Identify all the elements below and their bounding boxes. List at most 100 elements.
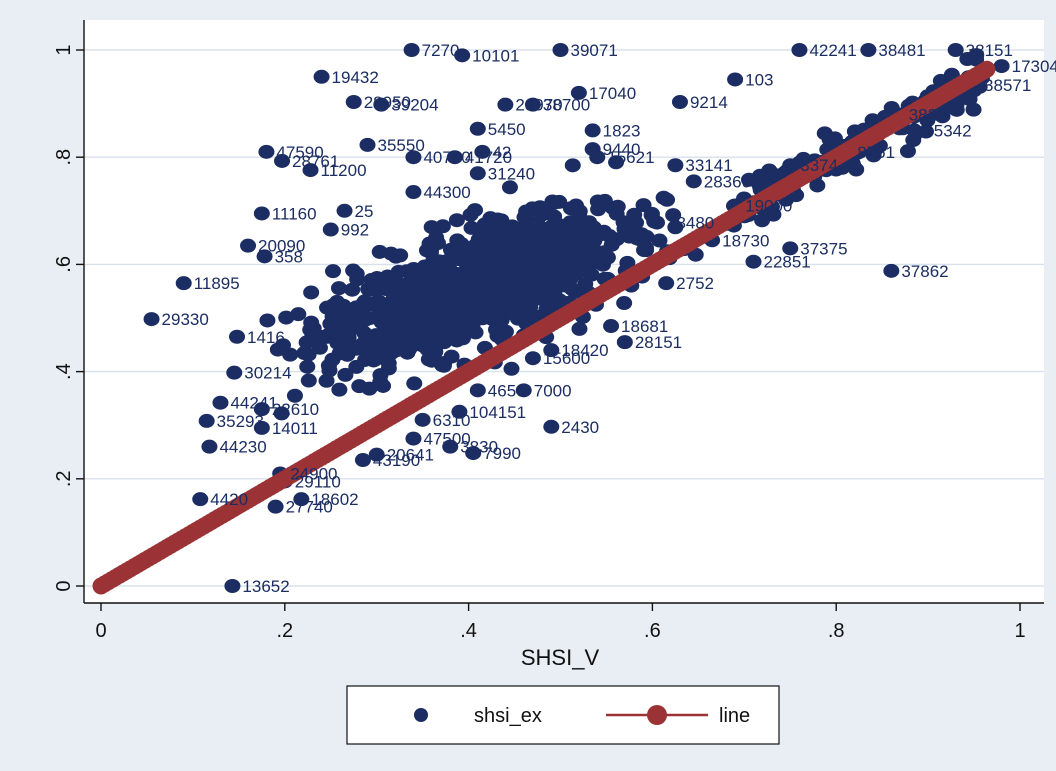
point-label: 3374 xyxy=(800,156,838,175)
scatter-point xyxy=(344,282,361,297)
scatter-point xyxy=(507,274,524,289)
point-label: 7270 xyxy=(422,41,460,60)
scatter-point xyxy=(571,204,588,219)
scatter-point xyxy=(563,281,580,296)
scatter-point xyxy=(968,52,985,67)
scatter-point xyxy=(727,72,744,87)
point-label: 47590 xyxy=(276,143,323,162)
scatter-point xyxy=(212,395,229,410)
scatter-point xyxy=(570,85,587,100)
scatter-point xyxy=(423,243,440,258)
point-label: 3820 xyxy=(909,105,947,124)
point-label: 4420 xyxy=(210,490,248,509)
point-label: 43190 xyxy=(373,451,420,470)
point-label: 14011 xyxy=(272,419,318,438)
scatter-point xyxy=(322,222,339,237)
point-label: 18681 xyxy=(621,317,668,336)
scatter-point xyxy=(443,349,460,364)
scatter-point xyxy=(428,230,445,245)
scatter-point xyxy=(515,383,532,398)
scatter-point xyxy=(224,579,241,593)
scatter-point xyxy=(745,254,762,269)
scatter-point xyxy=(947,43,964,57)
scatter-point xyxy=(366,282,383,297)
point-label: 38700 xyxy=(543,96,590,115)
point-label: 30214 xyxy=(244,364,291,383)
scatter-point xyxy=(434,219,451,234)
scatter-point xyxy=(551,218,568,233)
scatter-point xyxy=(535,278,552,293)
scatter-point xyxy=(816,126,833,141)
scatter-point xyxy=(299,359,316,374)
scatter-point xyxy=(448,213,465,228)
point-label: 19432 xyxy=(332,68,379,87)
point-label: 24900 xyxy=(290,464,337,483)
scatter-point xyxy=(405,431,422,446)
point-label: 992 xyxy=(341,221,369,240)
scatter-point xyxy=(671,94,688,109)
scatter-point xyxy=(359,137,376,152)
point-label: 40760 xyxy=(423,148,470,167)
axes xyxy=(83,20,1044,604)
scatter-point xyxy=(453,274,470,289)
point-label: 23970 xyxy=(515,96,562,115)
scatter-point xyxy=(278,310,295,325)
scatter-point xyxy=(253,206,270,221)
scatter-point xyxy=(628,231,645,246)
scatter-point xyxy=(533,292,550,307)
scatter-point xyxy=(522,299,539,314)
point-label: 15621 xyxy=(607,148,654,167)
scatter-point xyxy=(436,271,453,286)
scatter-point xyxy=(448,333,465,348)
point-label: 44230 xyxy=(219,438,266,457)
scatter-point xyxy=(431,290,448,305)
scatter-point xyxy=(492,259,509,274)
point-label: 29330 xyxy=(162,310,209,329)
point-label: 9440 xyxy=(603,140,641,159)
scatter-point xyxy=(883,263,900,278)
ticks: 0 .2 .4 .6 .8 1 0 .2 .4 .6 .8 1 xyxy=(53,44,1026,642)
point-label: 11160 xyxy=(272,204,317,223)
tick-label-x: 0 xyxy=(95,620,106,642)
scatter-point xyxy=(501,180,518,195)
scatter-point xyxy=(948,102,965,117)
point-label: 28151 xyxy=(635,333,682,352)
scatter-point xyxy=(965,102,982,117)
scatter-point xyxy=(543,419,560,434)
legend-box xyxy=(346,685,780,745)
tick-label-x: .8 xyxy=(828,620,845,642)
scatter-point xyxy=(626,207,643,222)
scatter-point xyxy=(473,237,490,252)
point-label: 37375 xyxy=(800,239,847,258)
point-label: 38571 xyxy=(984,76,1031,95)
tick-label-y: 0 xyxy=(53,580,75,591)
scatter-point xyxy=(143,312,160,327)
tick-label-y: .2 xyxy=(53,470,75,487)
scatter-point xyxy=(379,304,396,319)
scatter-point xyxy=(405,185,422,200)
scatter-point xyxy=(552,259,569,274)
scatter-point xyxy=(325,306,342,321)
point-label: 1416 xyxy=(247,328,285,347)
scatter-point xyxy=(313,69,330,84)
scatter-point xyxy=(387,249,404,264)
scatter-point xyxy=(585,220,602,235)
legend-label-shsi-ex: shsi_ex xyxy=(474,705,542,727)
legend-marker-scatter xyxy=(414,708,428,722)
scatter-point xyxy=(603,319,620,334)
scatter-point xyxy=(442,439,459,454)
scatter-point xyxy=(384,285,401,300)
scatter-point xyxy=(372,368,389,383)
scatter-point xyxy=(259,313,276,328)
scatter-point xyxy=(462,207,479,222)
scatter-point xyxy=(616,335,633,350)
point-label: 11895 xyxy=(194,274,240,293)
scatter-point xyxy=(356,325,373,340)
scatter-point xyxy=(497,97,514,112)
scatter-point xyxy=(330,281,347,296)
scatter-point xyxy=(752,168,769,183)
scatter-point xyxy=(507,307,524,322)
tick-label-x: .4 xyxy=(460,620,477,642)
scatter-point xyxy=(667,220,684,235)
point-label: 9214 xyxy=(690,93,728,112)
